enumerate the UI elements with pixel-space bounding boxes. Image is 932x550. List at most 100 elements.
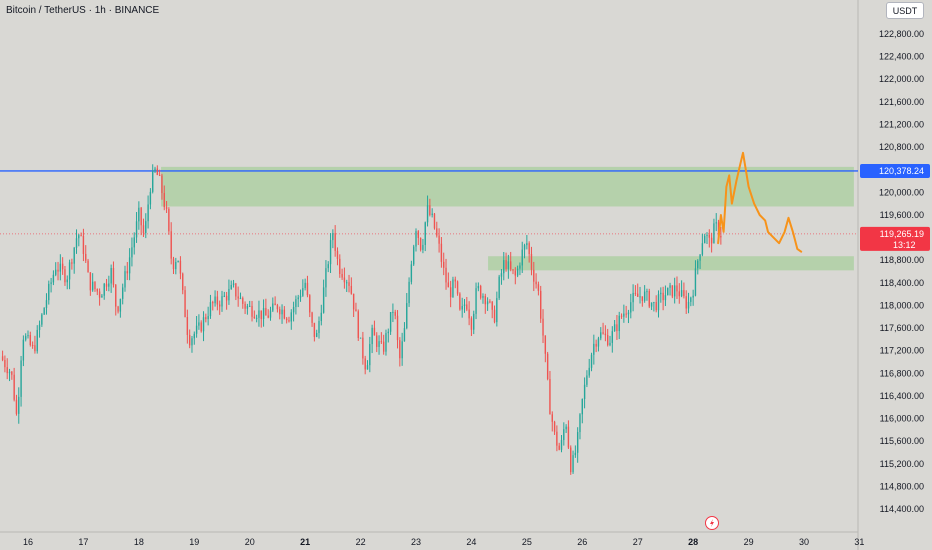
candle-body [655, 302, 657, 311]
candle-body [609, 342, 611, 346]
candle-body [36, 329, 38, 352]
candle-body [311, 312, 313, 323]
candle-body [209, 302, 212, 317]
candle-body [521, 249, 523, 266]
candle-body [140, 207, 142, 226]
candle-body [290, 312, 292, 322]
candle-body [355, 309, 357, 312]
candle-body [595, 343, 597, 347]
candle-body [339, 258, 341, 274]
y-tick-label: 117,600.00 [880, 323, 924, 333]
candle-body [662, 292, 664, 301]
candle-body [431, 213, 433, 215]
candle-body [85, 253, 87, 261]
candle-body [29, 335, 32, 346]
candle-body [31, 345, 34, 347]
candle-body [124, 271, 126, 288]
y-tick-label: 118,400.00 [880, 278, 924, 288]
candle-body [692, 295, 694, 298]
candle-body [387, 331, 389, 334]
candle-body [272, 303, 274, 311]
x-tick-label: 20 [245, 537, 255, 547]
candle-body [489, 301, 491, 303]
candle-body [447, 282, 450, 288]
candle-body [346, 282, 348, 284]
candle-body [13, 374, 15, 400]
candle-body [232, 283, 235, 285]
candle-body [565, 426, 567, 430]
candle-body [20, 360, 22, 397]
candle-body [170, 231, 172, 259]
candle-body [440, 243, 443, 262]
candle-body [394, 311, 396, 316]
candle-body [320, 312, 323, 322]
candle-body [715, 222, 717, 224]
candle-body [625, 313, 627, 315]
candle-body [322, 287, 325, 313]
y-tick-label: 121,200.00 [879, 119, 924, 129]
candle-body [87, 260, 89, 273]
candle-body [230, 284, 232, 289]
candle-body [470, 318, 473, 330]
candle-body [558, 445, 560, 450]
candle-body [276, 305, 279, 310]
candle-body [468, 309, 470, 319]
candle-body [620, 315, 623, 317]
candle-body [299, 295, 302, 298]
candle-body [198, 322, 200, 326]
candle-body [4, 359, 6, 368]
candle-body [128, 257, 131, 274]
y-tick-label: 116,800.00 [880, 368, 924, 378]
candle-body [650, 302, 653, 307]
candle-body [119, 298, 122, 312]
candle-body [186, 317, 189, 335]
candle-body [424, 222, 426, 245]
candle-body [637, 293, 639, 297]
candle-body [410, 264, 413, 282]
candle-body [66, 279, 68, 283]
candle-body [412, 246, 415, 265]
lightning-icon[interactable] [705, 516, 719, 530]
y-tick-label: 116,400.00 [880, 391, 924, 401]
candle-body [38, 324, 41, 330]
candle-body [288, 320, 290, 322]
candle-body [302, 288, 304, 296]
candle-body [600, 332, 602, 339]
candle-body [6, 367, 8, 374]
candle-body [161, 175, 163, 194]
candle-body [98, 291, 101, 298]
candle-body [267, 315, 269, 318]
candle-body [694, 268, 697, 296]
candle-body [523, 245, 526, 250]
candle-body [80, 235, 82, 237]
candle-body [526, 243, 528, 246]
candle-body [604, 333, 607, 336]
candle-body [593, 343, 595, 355]
candle-body [623, 313, 625, 317]
candle-body [163, 193, 165, 208]
candle-body [544, 335, 547, 354]
candle-body [680, 290, 683, 297]
candle-body [82, 235, 85, 254]
candle-body [52, 274, 55, 283]
candle-body [108, 283, 110, 287]
time-axis[interactable]: 16 17 18 19 20 21 22 23 24 25 26 27 28 29 30 31 [23, 537, 864, 547]
candle-body [673, 285, 676, 297]
candle-body [373, 327, 376, 336]
candle-body [454, 279, 456, 282]
candle-body [466, 304, 468, 310]
resistance-price-tag [860, 163, 930, 178]
candle-body [191, 338, 193, 346]
candle-body [463, 304, 466, 307]
candle-body [491, 301, 493, 310]
candle-body [486, 301, 489, 305]
y-tick-label: 118,800.00 [880, 255, 924, 265]
currency-button[interactable]: USDT [886, 2, 924, 19]
x-tick-label: 26 [577, 537, 587, 547]
candle-body [618, 315, 620, 332]
candle-body [281, 309, 283, 315]
candle-body [156, 168, 159, 175]
candle-body [606, 335, 609, 346]
candle-body [477, 286, 480, 289]
